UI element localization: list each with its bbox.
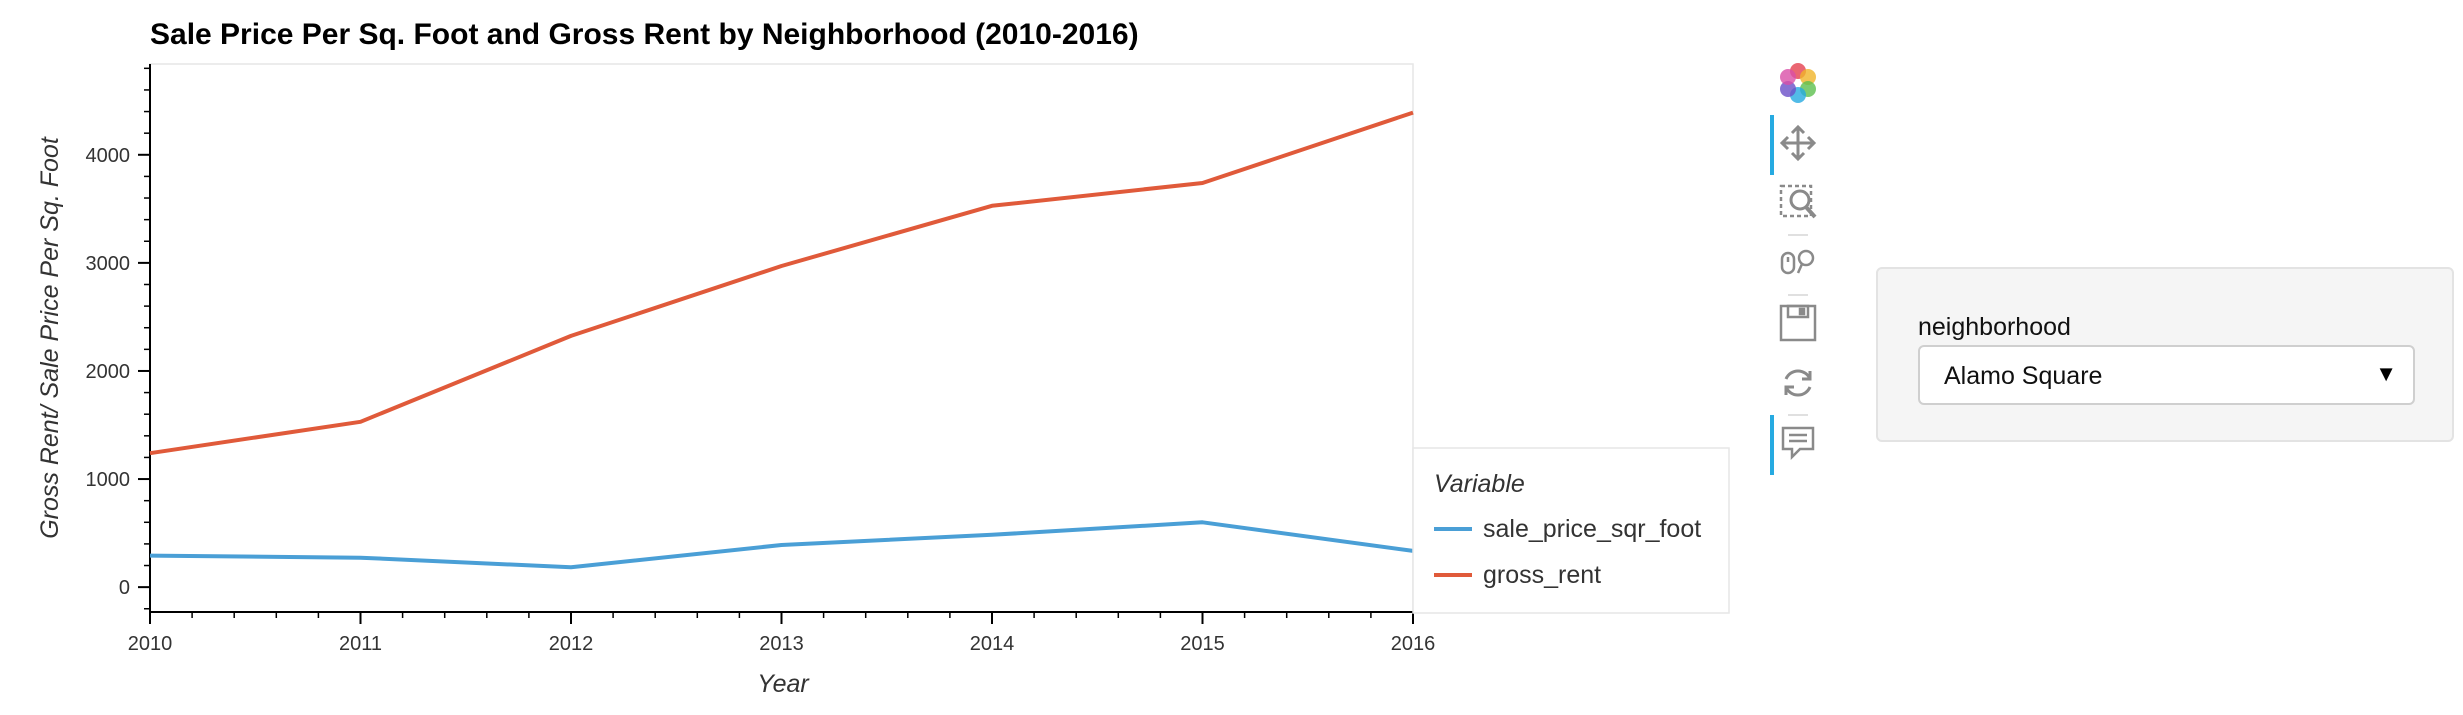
legend: Variable sale_price_sqr_foot gross_rent (1412, 447, 1730, 614)
toolbar-divider (1788, 234, 1808, 236)
plot-frame (149, 63, 1414, 613)
y-tick-label: 1000 (86, 469, 131, 491)
toolbar-divider (1788, 414, 1808, 416)
reset-icon[interactable] (1776, 361, 1820, 405)
chart-toolbar (1762, 55, 1832, 495)
neighborhood-label: neighborhood (1918, 313, 2071, 341)
hover-icon[interactable] (1770, 415, 1820, 475)
line-chart: Sale Price Per Sq. Foot and Gross Rent b… (36, 18, 1730, 698)
legend-label-gross-rent: gross_rent (1483, 561, 1601, 589)
save-icon[interactable] (1776, 301, 1820, 345)
axes: 0 1000 2000 3000 4000 2010 2011 2012 2013 2014 201… (86, 64, 1436, 655)
box-zoom-icon[interactable] (1776, 181, 1820, 225)
x-tick-label: 2010 (128, 633, 173, 655)
legend-title: Variable (1434, 470, 1525, 498)
chart-title: Sale Price Per Sq. Foot and Gross Rent b… (150, 18, 1139, 51)
x-tick-label: 2015 (1180, 633, 1225, 655)
legend-label-sale-price: sale_price_sqr_foot (1483, 515, 1701, 543)
bokeh-logo-icon[interactable] (1776, 61, 1820, 105)
toolbar-divider (1788, 294, 1808, 296)
pan-icon[interactable] (1770, 115, 1820, 175)
series-line-gross-rent (149, 110, 1414, 456)
y-tick-label: 2000 (86, 361, 131, 383)
neighborhood-widget: neighborhood Alamo Square ▼ (1876, 267, 2454, 442)
neighborhood-select-value: Alamo Square (1944, 362, 2103, 390)
y-axis-label: Gross Rent/ Sale Price Per Sq. Foot (36, 136, 64, 539)
wheel-zoom-icon[interactable] (1776, 241, 1820, 285)
series-lines (149, 110, 1414, 570)
legend-box (1412, 447, 1730, 614)
x-tick-label: 2014 (970, 633, 1015, 655)
x-tick-label: 2013 (759, 633, 804, 655)
x-tick-label: 2016 (1391, 633, 1436, 655)
x-tick-label: 2011 (339, 633, 382, 655)
x-tick-label: 2012 (549, 633, 594, 655)
series-line-sale-price-sqr-foot (149, 520, 1414, 570)
y-tick-label: 3000 (86, 253, 131, 275)
y-tick-label: 0 (119, 577, 130, 599)
y-tick-label: 4000 (86, 145, 131, 167)
neighborhood-select[interactable]: Alamo Square ▼ (1918, 345, 2415, 405)
x-axis-label: Year (757, 670, 810, 698)
chevron-down-icon: ▼ (2375, 361, 2397, 386)
